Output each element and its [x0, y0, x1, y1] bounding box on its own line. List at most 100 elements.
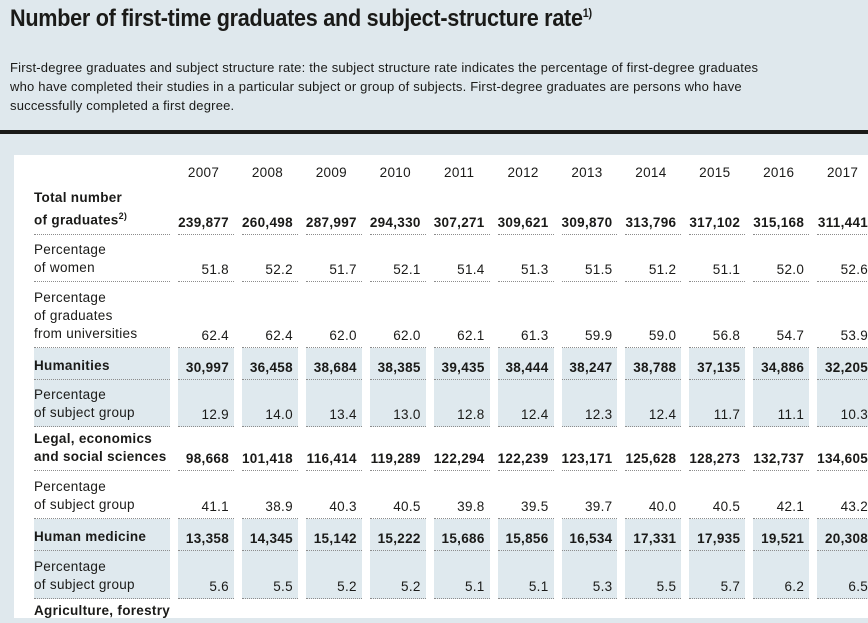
value-cell: 15,142	[305, 518, 362, 551]
value-cell: 59.9	[561, 282, 618, 348]
table-panel: 2007 2008 2009 2010 2011 2012 2013 2014 2015 2016…	[14, 155, 868, 618]
value-cell: 98,668	[178, 427, 234, 471]
row-label: Percentage of subject group	[34, 471, 171, 519]
row-label-line: Legal, economics	[34, 430, 153, 446]
row-label: Total number of graduates2)	[34, 189, 171, 235]
value-cell: 51.1	[689, 235, 746, 282]
value-cell: 39,435	[433, 347, 490, 380]
value-cell: 10.3	[817, 379, 868, 427]
year-header-cell: 2009	[315, 165, 347, 180]
value-cell: 40.5	[369, 471, 426, 519]
value-cell: 62.4	[242, 282, 298, 348]
value-cell: 38,684	[305, 347, 362, 380]
page: Number of first-time graduates and subje…	[0, 5, 868, 618]
value-cell	[817, 599, 868, 619]
row-label: Human medicine	[34, 518, 171, 551]
value-cell: 5.6	[178, 550, 234, 599]
value-cell	[689, 599, 745, 619]
value-cell: 287,997	[305, 189, 362, 235]
value-cell: 12.4	[497, 379, 554, 427]
description-line: First-degree graduates and subject struc…	[10, 60, 759, 75]
value-cell: 317,102	[689, 189, 746, 235]
table-row: Percentage of subject group 12.9 14.0 13.4 13…	[34, 379, 868, 427]
label-footnote-marker: 2)	[118, 211, 128, 221]
page-title-text: Number of first-time graduates and subje…	[10, 5, 583, 32]
value-cell	[753, 599, 809, 619]
value-cell: 311,441	[817, 189, 868, 235]
description: First-degree graduates and subject struc…	[10, 58, 868, 115]
value-cell: 5.2	[305, 550, 362, 599]
value-cell	[498, 599, 554, 619]
value-cell: 122,294	[433, 427, 490, 471]
table-row: Percentage of subject group 5.6 5.5 5.2 5.2 5.…	[34, 550, 868, 599]
divider-rule	[0, 130, 868, 134]
value-cell: 39.5	[497, 471, 554, 519]
value-cell: 14.0	[242, 379, 298, 427]
value-cell: 5.2	[369, 550, 426, 599]
value-cell: 17,331	[625, 518, 682, 551]
description-line: successfully completed a first degree.	[10, 98, 235, 113]
year-header-cell: 2012	[507, 165, 539, 180]
value-cell	[306, 599, 362, 619]
value-cell: 52.1	[369, 235, 426, 282]
value-cell: 5.5	[625, 550, 682, 599]
value-cell: 51.5	[561, 235, 618, 282]
table-row: Percentage of women 51.8 52.2 51.7 52.1 51.4 51…	[34, 235, 868, 282]
description-line: who have completed their studies in a pa…	[10, 79, 742, 94]
row-label-line: of subject group	[34, 576, 135, 592]
row-label: Percentage of subject group	[34, 379, 171, 427]
value-cell: 5.1	[433, 550, 490, 599]
value-cell: 128,273	[689, 427, 746, 471]
value-cell: 16,534	[561, 518, 618, 551]
value-cell: 52.6	[817, 235, 868, 282]
row-label-line: of graduates	[34, 212, 119, 228]
value-cell: 39.8	[433, 471, 490, 519]
value-cell: 5.1	[497, 550, 554, 599]
value-cell: 43.2	[817, 471, 868, 519]
row-label-line: of women	[34, 259, 95, 275]
value-cell: 134,605	[817, 427, 868, 471]
row-label-line: Agriculture, forestry	[34, 602, 171, 618]
table-row: Total number of graduates2) 239,877 260,498…	[34, 189, 868, 235]
value-cell: 19,521	[753, 518, 810, 551]
row-label: Percentage of subject group	[34, 550, 171, 599]
value-cell: 309,870	[561, 189, 618, 235]
value-cell: 11.1	[753, 379, 810, 427]
year-header-cell: 2015	[699, 165, 731, 180]
value-cell: 52.2	[242, 235, 298, 282]
year-header-cell: 2008	[251, 165, 284, 180]
row-label-line: of graduates	[34, 307, 113, 323]
value-cell: 38,444	[497, 347, 554, 380]
value-cell: 15,856	[497, 518, 554, 551]
value-cell: 315,168	[753, 189, 810, 235]
value-cell: 61.3	[497, 282, 554, 348]
value-cell	[625, 599, 681, 619]
value-cell: 15,222	[369, 518, 426, 551]
value-cell: 51.3	[497, 235, 554, 282]
value-cell: 309,621	[497, 189, 554, 235]
value-cell: 30,997	[178, 347, 234, 380]
value-cell: 41.1	[178, 471, 234, 519]
value-cell: 17,935	[689, 518, 746, 551]
value-cell	[370, 599, 426, 619]
value-cell: 40.5	[689, 471, 746, 519]
value-cell: 132,737	[753, 427, 810, 471]
row-label-line: Total number	[34, 190, 123, 205]
year-header-cell: 2007	[187, 165, 220, 180]
value-cell: 20,308	[817, 518, 868, 551]
value-cell: 56.8	[689, 282, 746, 348]
table-row: Percentage of subject group 41.1 38.9 40.3 40…	[34, 471, 868, 519]
value-cell: 6.2	[753, 550, 810, 599]
value-cell: 36,458	[242, 347, 298, 380]
value-cell: 59.0	[625, 282, 682, 348]
value-cell: 39.7	[561, 471, 618, 519]
row-label-line: Percentage	[34, 241, 107, 257]
row-label-line: of subject group	[34, 404, 135, 420]
value-cell: 14,345	[242, 518, 298, 551]
corner-cell	[34, 155, 170, 189]
value-cell: 62.1	[433, 282, 490, 348]
value-cell: 51.4	[433, 235, 490, 282]
value-cell: 38,247	[561, 347, 618, 380]
row-label-line: Percentage	[34, 558, 107, 574]
value-cell: 125,628	[625, 427, 682, 471]
